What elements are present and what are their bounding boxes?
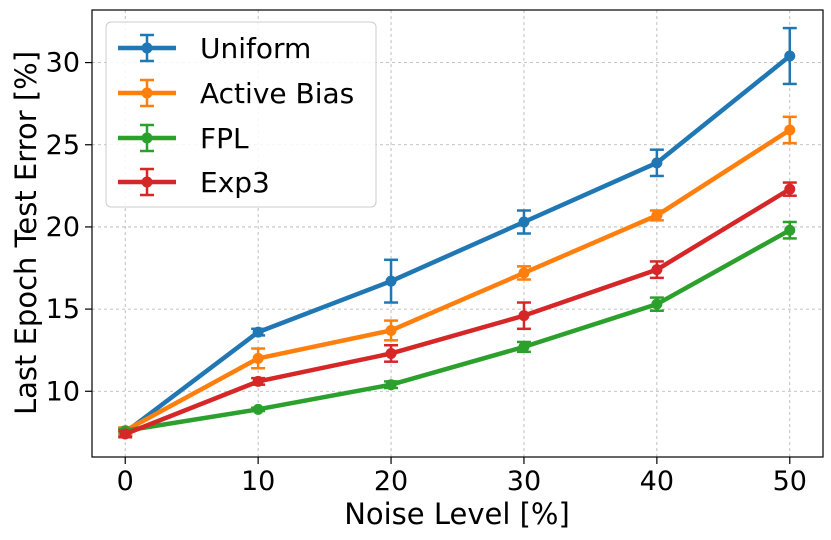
data-point [651, 264, 663, 276]
series-line-exp3 [122, 186, 793, 437]
legend-item-exp3: Exp3 [118, 166, 270, 199]
y-tick-label: 30 [46, 48, 80, 79]
legend-box [105, 21, 377, 208]
series-uniform [118, 26, 797, 438]
data-point [518, 341, 530, 353]
data-point [252, 375, 264, 387]
legend-marker [141, 132, 153, 144]
legend-label: Exp3 [200, 166, 270, 199]
legend: Uniform Active Bias FPL Exp3 [105, 21, 377, 208]
legend-label: Active Bias [200, 77, 354, 110]
x-tick-label: 20 [374, 466, 408, 497]
data-point [385, 347, 397, 359]
legend-item-uniform: Uniform [118, 32, 311, 65]
data-point [518, 216, 530, 228]
data-point [252, 403, 264, 415]
series-line-uniform [122, 53, 793, 435]
data-point [784, 224, 796, 236]
plot-series [118, 26, 797, 440]
data-point [518, 267, 530, 279]
data-point [518, 310, 530, 322]
data-point [252, 352, 264, 364]
legend-label: Uniform [200, 32, 311, 65]
y-axis-label: Last Epoch Test Error [%] [9, 51, 43, 415]
y-tick-label: 15 [46, 294, 80, 325]
data-point [784, 124, 796, 136]
x-tick-label: 50 [773, 466, 807, 497]
x-tick-label: 30 [507, 466, 541, 497]
y-tick-label: 10 [46, 376, 80, 407]
series-line-active-bias [122, 127, 793, 433]
legend-marker [141, 42, 153, 54]
y-tick-label: 25 [46, 130, 80, 161]
y-tick-label: 20 [46, 212, 80, 243]
data-point [651, 157, 663, 169]
data-point [385, 324, 397, 336]
legend-label: FPL [200, 122, 249, 155]
plot-frame [91, 9, 824, 458]
x-tick-label: 40 [640, 466, 674, 497]
series-fpl [118, 220, 797, 437]
x-axis-label: Noise Level [%] [344, 497, 570, 531]
series-exp3 [118, 181, 797, 440]
legend-item-fpl: FPL [118, 122, 249, 155]
legend-item-active-bias: Active Bias [118, 77, 354, 110]
legend-marker [141, 87, 153, 99]
data-point [651, 298, 663, 310]
data-point [651, 209, 663, 221]
legend-marker [141, 176, 153, 188]
data-point [385, 275, 397, 287]
data-point [385, 379, 397, 391]
axis-ticks: 0 10 20 30 40 50 10 15 20 25 30 [46, 48, 807, 497]
series-line-fpl [122, 227, 793, 433]
x-tick-label: 10 [241, 466, 275, 497]
x-tick-label: 0 [117, 466, 134, 497]
data-point [784, 50, 796, 62]
data-point [784, 183, 796, 195]
data-point [119, 428, 131, 440]
data-point [252, 326, 264, 338]
